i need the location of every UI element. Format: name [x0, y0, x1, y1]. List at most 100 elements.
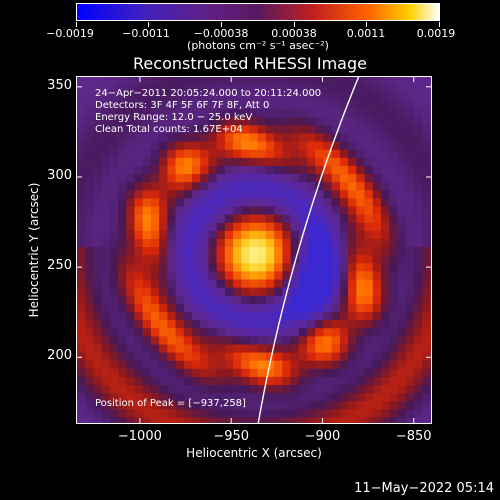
- heatmap-cell: [331, 181, 341, 191]
- heatmap-cell: [356, 360, 366, 369]
- heatmap-cell: [405, 214, 415, 223]
- heatmap-cell: [290, 116, 300, 126]
- heatmap-cell: [389, 384, 398, 394]
- heatmap-cell: [265, 149, 275, 158]
- heatmap-cell: [257, 262, 267, 272]
- heatmap-cell: [126, 205, 136, 215]
- heatmap-cell: [274, 246, 283, 256]
- heatmap-cell: [216, 351, 226, 361]
- heatmap-cell: [126, 238, 136, 248]
- heatmap-cell: [348, 270, 357, 280]
- heatmap-cell: [397, 368, 407, 377]
- heatmap-cell: [233, 400, 242, 410]
- heatmap-cell: [241, 214, 251, 223]
- heatmap-cell: [389, 116, 398, 126]
- heatmap-cell: [126, 189, 136, 199]
- heatmap-cell: [101, 157, 111, 166]
- heatmap-cell: [118, 100, 127, 110]
- heatmap-cell: [142, 197, 152, 207]
- heatmap-cell: [216, 270, 226, 280]
- heatmap-cell: [298, 124, 308, 134]
- heatmap-cell: [430, 254, 431, 264]
- heatmap-cell: [93, 335, 103, 345]
- heatmap-cell: [192, 132, 201, 142]
- heatmap-cell: [77, 84, 86, 93]
- heatmap-cell: [159, 149, 168, 158]
- heatmap-cell: [405, 287, 415, 296]
- heatmap-cell: [109, 157, 119, 166]
- heatmap-cell: [233, 319, 242, 329]
- heatmap-cell: [257, 141, 267, 150]
- heatmap-cell: [372, 416, 382, 423]
- heatmap-cell: [183, 230, 193, 239]
- y-axis-label: Heliocentric Y (arcsec): [27, 182, 41, 318]
- heatmap-cell: [249, 84, 259, 93]
- heatmap-cell: [249, 368, 259, 377]
- heatmap-cell: [339, 100, 349, 110]
- heatmap-cell: [224, 360, 234, 369]
- heatmap-cell: [93, 173, 103, 183]
- heatmap-cell: [77, 295, 86, 304]
- heatmap-cell: [200, 238, 210, 248]
- heatmap-cell: [323, 278, 333, 288]
- heatmap-cell: [224, 254, 234, 264]
- heatmap-cell: [109, 124, 119, 134]
- heatmap-cell: [372, 238, 382, 248]
- heatmap-cell: [208, 157, 218, 166]
- heatmap-cell: [101, 392, 111, 402]
- heatmap-cell: [224, 116, 234, 126]
- heatmap-cell: [200, 327, 210, 337]
- heatmap-cell: [265, 408, 275, 418]
- heatmap-cell: [389, 181, 398, 191]
- heatmap-cell: [307, 100, 316, 110]
- heatmap-cell: [208, 376, 218, 386]
- heatmap-cell: [364, 189, 374, 199]
- heatmap-cell: [134, 222, 144, 231]
- heatmap-cell: [331, 189, 341, 199]
- heatmap-cell: [85, 319, 95, 329]
- heatmap-cell: [372, 270, 382, 280]
- heatmap-cell: [356, 311, 366, 321]
- heatmap-cell: [134, 311, 144, 321]
- heatmap-cell: [101, 327, 111, 337]
- heatmap-cell: [134, 77, 144, 85]
- heatmap-cell: [249, 205, 259, 215]
- heatmap-cell: [167, 400, 177, 410]
- heatmap-cell: [118, 205, 127, 215]
- heatmap-cell: [422, 270, 431, 280]
- heatmap-cell: [380, 408, 390, 418]
- heatmap-cell: [101, 165, 111, 175]
- heatmap-cell: [298, 157, 308, 166]
- heatmap-cell: [315, 214, 325, 223]
- heatmap-cell: [307, 343, 316, 353]
- heatmap-cell: [422, 238, 431, 248]
- heatmap-cell: [183, 270, 193, 280]
- heatmap-cell: [208, 238, 218, 248]
- heatmap-cell: [159, 416, 168, 423]
- heatmap-cell: [389, 222, 398, 231]
- heatmap-cell: [331, 311, 341, 321]
- heatmap-cell: [430, 278, 431, 288]
- heatmap-cell: [77, 141, 86, 150]
- heatmap-cell: [331, 222, 341, 231]
- heatmap-cell: [257, 246, 267, 256]
- heatmap-cell: [126, 384, 136, 394]
- heatmap-cell: [397, 246, 407, 256]
- heatmap-cell: [315, 327, 325, 337]
- heatmap-cell: [331, 230, 341, 239]
- heatmap-cell: [356, 124, 366, 134]
- heatmap-cell: [85, 238, 95, 248]
- heatmap-cell: [307, 287, 316, 296]
- heatmap-cell: [348, 100, 357, 110]
- heatmap-cell: [307, 189, 316, 199]
- heatmap-cell: [134, 238, 144, 248]
- heatmap-cell: [109, 278, 119, 288]
- heatmap-cell: [224, 319, 234, 329]
- heatmap-cell: [134, 384, 144, 394]
- heatmap-cell: [159, 343, 168, 353]
- heatmap-cell: [282, 189, 292, 199]
- heatmap-cell: [241, 197, 251, 207]
- heatmap-cell: [175, 181, 185, 191]
- heatmap-cell: [175, 246, 185, 256]
- heatmap-cell: [348, 132, 357, 142]
